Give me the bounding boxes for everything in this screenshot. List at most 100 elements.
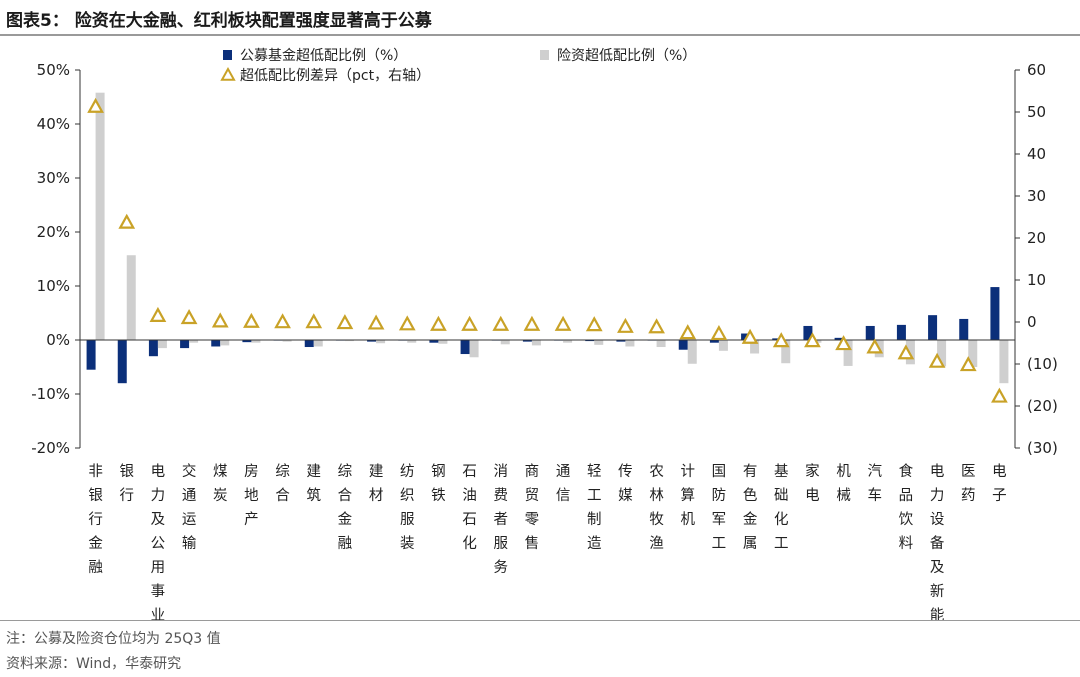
legend-insurance-label: 险资超低配比例（%）: [557, 48, 696, 64]
bar-chart: -20% -10% 0% 10% 20% 30% 40% 50% (30) (20) (10) 0 1…: [31, 47, 1058, 620]
insurance-bar: [905, 340, 915, 365]
left-tick-label: 10%: [37, 277, 70, 295]
diff-marker: [118, 213, 136, 229]
category-label: 计算机: [681, 463, 696, 528]
insurance-bar: [843, 340, 853, 366]
insurance-bar: [656, 340, 666, 348]
insurance-bar: [407, 340, 417, 343]
category-label: 电力及公用事业: [151, 463, 166, 620]
left-tick-label: 0%: [46, 331, 70, 349]
insurance-bar: [781, 340, 791, 364]
fund-bar: [990, 287, 1000, 340]
fund-bar: [86, 340, 96, 370]
category-label: 消费者服务: [494, 463, 509, 576]
category-label: 商贸零售: [525, 463, 540, 552]
diff-marker: [430, 315, 447, 331]
category-label: 非银行金融: [88, 463, 103, 576]
diff-marker: [305, 313, 323, 329]
insurance-bar: [968, 340, 978, 367]
category-label: 基础化工: [774, 463, 789, 552]
fund-bar: [772, 338, 782, 340]
insurance-bar: [376, 340, 386, 344]
insurance-bar: [594, 340, 604, 345]
right-tick-label: (20): [1027, 397, 1058, 415]
bar-series: [86, 92, 1009, 384]
fund-bar: [367, 340, 377, 342]
diff-marker: [87, 97, 104, 113]
fund-bar: [522, 340, 532, 342]
category-label: 食品饮料: [899, 463, 914, 552]
diff-marker: [866, 338, 884, 354]
insurance-bar: [282, 340, 292, 342]
insurance-bar: [251, 340, 261, 343]
fund-bar: [460, 340, 470, 355]
diff-marker: [959, 356, 977, 372]
diff-marker: [804, 332, 821, 348]
insurance-bar: [687, 340, 697, 364]
diff-marker: [367, 314, 385, 330]
diff-marker: [274, 313, 291, 329]
diff-marker: [585, 316, 603, 332]
category-label: 交通运输: [182, 462, 197, 552]
right-tick-label: 20: [1027, 229, 1046, 247]
fund-bar: [148, 340, 158, 357]
insurance-bar: [344, 340, 354, 342]
diff-marker: [897, 344, 915, 360]
left-tick-label: 30%: [37, 169, 70, 187]
category-label: 医药: [961, 464, 976, 504]
diff-marker: [741, 328, 759, 344]
fund-bar: [180, 340, 190, 349]
insurance-bar: [220, 340, 230, 346]
fund-bar: [959, 318, 969, 340]
fund-bar: [429, 340, 439, 343]
category-label: 电子: [992, 463, 1007, 504]
diff-marker: [679, 324, 697, 340]
insurance-bar: [750, 340, 760, 354]
insurance-bar: [469, 340, 479, 358]
legend-diff-label: 超低配比例差异（pct，右轴）: [240, 68, 430, 84]
right-tick-label: 10: [1027, 271, 1046, 289]
fund-bar: [678, 340, 688, 350]
right-tick-label: 40: [1027, 145, 1046, 163]
legend-insurance-swatch: [540, 50, 549, 60]
insurance-bar: [625, 340, 635, 347]
diff-markers: [87, 97, 1008, 403]
insurance-bar: [999, 340, 1009, 384]
fund-bar: [304, 340, 314, 348]
footer-divider: [0, 620, 1080, 621]
left-y-axis: -20% -10% 0% 10% 20% 30% 40% 50%: [31, 61, 81, 457]
insurance-bar: [438, 340, 448, 344]
left-tick-label: 50%: [37, 61, 70, 79]
category-label: 电力设备及新能源: [930, 463, 945, 620]
figure-title: 图表5： 险资在大金融、红利板块配置强度显著高于公募: [6, 11, 432, 31]
diff-marker: [398, 315, 416, 331]
diff-marker: [211, 312, 229, 328]
category-label: 煤炭: [213, 463, 228, 504]
diff-marker: [928, 352, 946, 368]
right-tick-label: 50: [1027, 103, 1046, 121]
category-label: 综合: [275, 463, 290, 504]
category-label: 纺织服装: [400, 463, 415, 552]
category-label: 农林牧渔: [649, 463, 664, 552]
left-tick-label: -20%: [31, 439, 70, 457]
left-tick-label: 40%: [37, 115, 70, 133]
category-label: 机械: [836, 463, 851, 504]
insurance-bar: [500, 340, 510, 345]
source-note: 资料来源：Wind，华泰研究: [6, 656, 182, 672]
insurance-bar: [937, 340, 947, 367]
left-tick-label: 20%: [37, 223, 70, 241]
diff-marker: [554, 315, 572, 331]
fund-bar: [865, 325, 875, 340]
diff-marker: [243, 312, 260, 328]
legend: 公募基金超低配比例（%） 险资超低配比例（%） 超低配比例差异（pct，右轴）: [220, 47, 696, 84]
right-tick-label: (30): [1027, 439, 1058, 457]
diff-marker: [617, 317, 634, 333]
category-label: 建材: [369, 463, 384, 504]
fund-bar: [616, 340, 626, 342]
fund-bar: [928, 315, 938, 340]
diff-marker: [149, 306, 167, 322]
diff-marker: [492, 315, 510, 331]
category-label: 银行: [120, 463, 135, 504]
footnote: 注：公募及险资仓位均为 25Q3 值: [6, 631, 221, 647]
